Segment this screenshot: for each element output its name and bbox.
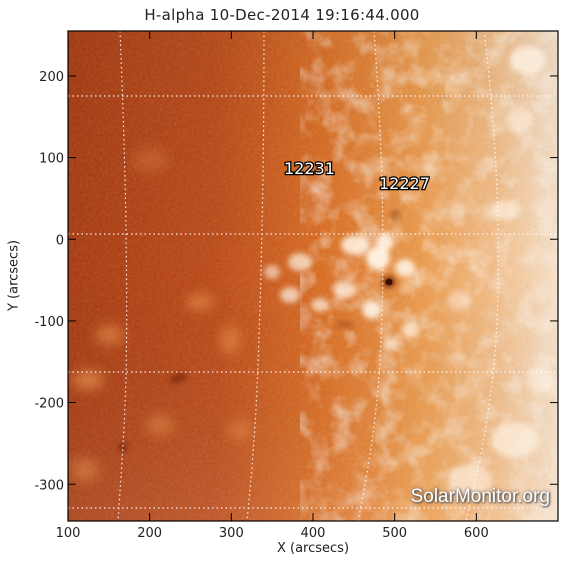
- y-tick-label: -100: [34, 315, 64, 330]
- x-tick-label: 600: [464, 526, 489, 541]
- active-region-label-12231: 12231: [284, 159, 335, 178]
- solar-image: 12231 12227: [68, 31, 558, 521]
- x-axis-label: X (arcsecs): [276, 541, 350, 556]
- x-tick-label: 200: [137, 526, 162, 541]
- x-tick-label: 400: [301, 526, 326, 541]
- x-tick-label: 300: [219, 526, 244, 541]
- y-tick-label: -300: [34, 478, 64, 493]
- active-region-label-12227: 12227: [379, 174, 430, 193]
- x-tick-label: 100: [56, 526, 81, 541]
- y-tick-label: 200: [39, 70, 64, 85]
- y-tick-label: 0: [56, 233, 64, 248]
- y-tick-label: -200: [34, 397, 64, 412]
- x-tick-label: 500: [382, 526, 407, 541]
- plot-title: H-alpha 10-Dec-2014 19:16:44.000: [144, 6, 420, 24]
- y-tick-label: 100: [39, 152, 64, 167]
- x-axis-ticks: 100 200 300 400 500 600: [56, 31, 489, 541]
- heliographic-grid: [68, 31, 558, 521]
- watermark: SolarMonitor.org: [410, 486, 550, 507]
- y-axis-label: Y (arcsecs): [6, 239, 22, 312]
- y-axis-ticks: 200 100 0 -100 -200 -300: [34, 70, 558, 493]
